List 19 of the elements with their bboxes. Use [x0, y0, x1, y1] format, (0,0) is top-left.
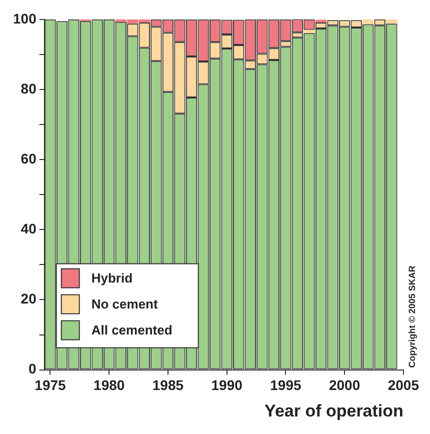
- x-tick-label: 1990: [211, 377, 243, 394]
- legend-label: All cemented: [91, 322, 172, 338]
- x-tick-label: 2005: [388, 377, 420, 394]
- y-tick-label: 40: [20, 220, 37, 236]
- y-tick-label: 20: [20, 290, 37, 307]
- y-tick-label: 60: [20, 150, 37, 166]
- legend-label: No cement: [91, 296, 158, 312]
- bar: [304, 30, 315, 34]
- x-tick-label: 1995: [270, 377, 302, 394]
- x-tick-label: 2000: [328, 377, 360, 394]
- y-tick-label: 100: [13, 10, 37, 26]
- legend-label: Hybrid: [91, 270, 133, 286]
- x-tick-label: 1985: [152, 377, 184, 394]
- x-tick-label: 1980: [94, 377, 125, 394]
- x-axis-title: Year of operation: [264, 401, 404, 420]
- text: Copyright © 2005 SKAR: [406, 265, 417, 368]
- y-tick-label: 0: [28, 360, 37, 377]
- y-tick-label: 80: [20, 80, 37, 96]
- x-tick-label: 1975: [34, 377, 66, 394]
